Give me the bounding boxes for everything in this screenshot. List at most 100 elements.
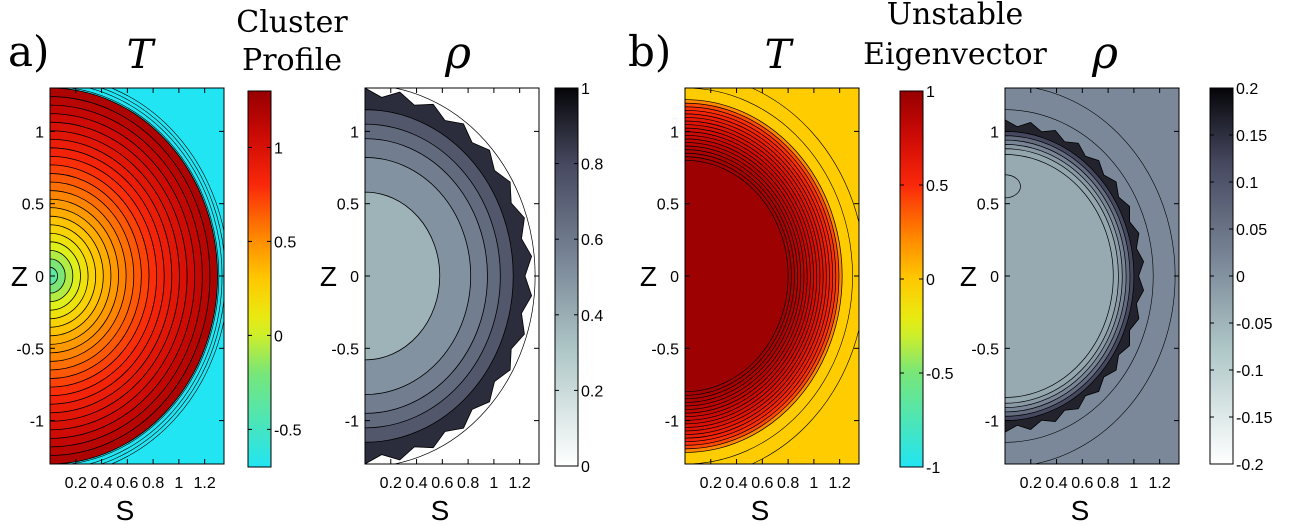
T-cluster-outer-contour [110,88,224,464]
colorbar-tick-label: 0.15 [1236,128,1267,145]
colorbar-tick-label: 0.4 [581,308,603,325]
x-tick-label: 1.2 [1149,475,1171,492]
colorbar-tick-label: -0.5 [926,366,954,383]
x-tick-label: 1.2 [194,475,216,492]
x-tick-label: 0.8 [1097,475,1119,492]
x-tick-label: 0.4 [725,475,747,492]
y-tick-label: 0.5 [657,197,679,214]
x-tick-label: 0.2 [65,475,87,492]
colorbar-tick-label: 0 [274,328,283,345]
y-tick-label: 0 [670,269,679,286]
panel-a-header-line2: Profile [242,43,342,78]
y-tick-label: 0.5 [22,197,44,214]
y-tick-label: -0.5 [651,341,679,358]
rho-eigen-contour-band [1005,154,1114,398]
y-axis-label: Z [11,261,28,292]
axes-rho-cluster: -1 -0.5 0 0.5 1 0.2 0.4 0.6 0.8 1 1.2 S Z [320,87,540,525]
y-tick-label: -0.5 [331,341,359,358]
colorbar-tick-label: 0.2 [1236,81,1258,98]
y-tick-label: -1 [345,414,359,431]
T-eigen-outer-contour [685,88,853,464]
rho-eigen-outer-contour [1005,109,1154,443]
x-tick-label: 0.8 [142,475,164,492]
chart-title-rho-b: ρ [1091,28,1118,79]
colorbar-tick-label: -0.15 [1236,410,1273,427]
y-tick-label: 0 [350,269,359,286]
colorbar-tick-label: 0.5 [926,178,948,195]
rho-cluster-contour-band [365,191,441,361]
y-tick-label: 1 [35,124,44,141]
colorbar-T-cluster: -0.5 0 0.5 1 [247,90,302,468]
colorbar-tick-label: 0.8 [581,157,603,174]
colorbar-tick-label: -0.2 [1236,457,1264,474]
y-tick-label: 0 [35,269,44,286]
colorbar-tick-label: -0.05 [1236,316,1273,333]
colorbar-tick-label: 1 [581,81,590,98]
y-tick-label: 1 [350,124,359,141]
contour-plot-rho-cluster [365,88,539,464]
colorbar-tick-label: 0 [1236,269,1245,286]
colorbar-tick-label: 0 [926,272,935,289]
y-axis-label: Z [320,261,337,292]
x-tick-label: 1 [1129,475,1138,492]
colorbar-gradient [554,87,579,467]
y-tick-label: -1 [665,414,679,431]
x-tick-label: 0.6 [1071,475,1093,492]
y-tick-label: -1 [985,414,999,431]
x-axis-label: S [431,495,450,525]
x-tick-label: 0.4 [405,475,427,492]
y-tick-label: 0 [990,269,999,286]
x-tick-label: 0.6 [431,475,453,492]
contour-plot-T-cluster [50,88,224,464]
y-tick-label: 0.5 [977,197,999,214]
panel-b-header-line2: Eigenvector [863,37,1047,72]
colorbar-tick-label: 0.5 [274,234,296,251]
colorbar-tick-label: 0.2 [581,383,603,400]
x-tick-label: 0.6 [751,475,773,492]
x-tick-label: 1 [489,475,498,492]
chart-title-rho-a: ρ [444,28,471,79]
colorbar-tick-label: 0 [581,459,590,476]
panel-b-label: b) [628,27,671,76]
T-eigen-outer-contour [750,88,859,464]
contour-plot-T-eigenvector [685,88,859,464]
x-tick-label: 1.2 [509,475,531,492]
colorbar-tick-label: -0.5 [274,422,302,439]
chart-title-T-b: T [765,32,795,78]
contour-plot-rho-eigenvector [1005,88,1179,464]
y-tick-label: 0.5 [337,197,359,214]
x-axis-label: S [1071,495,1090,525]
x-tick-label: 0.8 [777,475,799,492]
x-tick-label: 1 [174,475,183,492]
panel-a-label: a) [8,27,49,76]
colorbar-rho-cluster: 0 0.2 0.4 0.6 0.8 1 [554,81,603,476]
axes-T-cluster: -1 -0.5 0 0.5 1 0.2 0.4 0.6 0.8 1 1.2 S Z [11,87,225,525]
x-tick-label: 0.4 [1045,475,1067,492]
x-tick-label: 1 [809,475,818,492]
colorbar-T-eigenvector: -1 -0.5 0 0.5 1 [899,84,954,477]
colorbar-tick-label: 0.6 [581,232,603,249]
x-tick-label: 0.4 [90,475,112,492]
x-tick-label: 0.2 [380,475,402,492]
chart-title-T-a: T [127,32,157,78]
T-cluster-outer-contour [100,88,224,464]
y-axis-label: Z [960,261,977,292]
x-tick-label: 1.2 [829,475,851,492]
panel-a-header-line1: Cluster [236,5,348,40]
colorbar-tick-label: 0.05 [1236,222,1267,239]
colorbar-gradient [247,90,272,468]
x-tick-label: 0.2 [1020,475,1042,492]
y-axis-label: Z [640,261,657,292]
x-tick-label: 0.2 [700,475,722,492]
rho-eigen-inner-contour [1005,174,1021,199]
colorbar-rho-eigenvector: -0.2 -0.15 -0.1 -0.05 0 0.05 0.1 0.15 0.2 [1209,81,1273,474]
y-tick-label: 1 [990,124,999,141]
T-cluster-outer-contour [68,88,220,464]
x-axis-label: S [751,495,770,525]
axes-T-eigenvector: -1 -0.5 0 0.5 1 0.2 0.4 0.6 0.8 1 1.2 S Z [640,87,860,525]
y-tick-label: -0.5 [971,341,999,358]
axes-rho-eigenvector: -1 -0.5 0 0.5 1 0.2 0.4 0.6 0.8 1 1.2 S Z [960,87,1180,525]
x-tick-label: 0.6 [116,475,138,492]
x-axis-label: S [116,495,135,525]
